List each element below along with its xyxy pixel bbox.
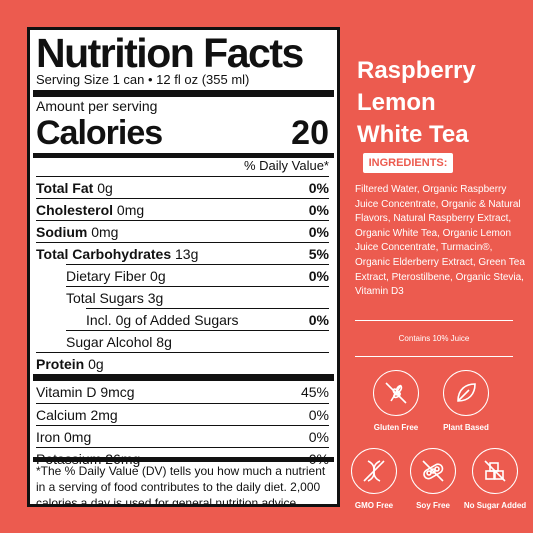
thick-divider [33,90,334,97]
amount-per-serving: Amount per serving [36,98,158,114]
row-sugar-alcohol: Sugar Alcohol 8g [66,330,329,353]
row-iron: Iron 0mg 0% [36,425,329,448]
juice-note: Contains 10% Juice [398,334,470,343]
soy-free-badge [410,448,456,494]
footer-divider [33,457,334,462]
product-name-line-1: Raspberry [357,57,476,84]
product-name-line-3: White Tea [357,121,469,148]
gluten-free-label: Gluten Free [373,423,419,432]
plant-based-label: Plant Based [443,423,489,432]
plant-based-badge [443,370,489,416]
nutrition-facts-panel: Nutrition Facts Serving Size 1 can • 12 … [27,27,340,507]
product-name: Raspberry Lemon White Tea [357,55,527,151]
nutrition-title: Nutrition Facts [36,30,304,76]
dna-crossed-icon [363,460,385,482]
gmo-free-badge [351,448,397,494]
row-sodium: Sodium 0mg 0% [36,220,329,243]
row-dietary-fiber: Dietary Fiber 0g 0% [66,264,329,287]
row-protein: Protein 0g [36,352,329,375]
row-added-sugars: Incl. 0g of Added Sugars 0% [86,308,329,331]
leaf-icon [457,383,476,402]
soy-crossed-icon [422,460,444,482]
daily-value-footnote: *The % Daily Value (DV) tells you how mu… [36,464,326,507]
calories-value: 20 [291,114,329,152]
row-total-fat: Total Fat 0g 0% [36,176,329,199]
row-total-carbohydrates: Total Carbohydrates 13g 5% [36,242,329,265]
row-total-sugars: Total Sugars 3g [66,286,329,309]
juice-divider [355,356,513,357]
soy-free-label: Soy Free [416,501,450,510]
gluten-free-badge [373,370,419,416]
row-vitamin-d: Vitamin D 9mcg 45% [36,384,329,400]
wheat-crossed-icon [385,382,407,404]
no-sugar-added-label: No Sugar Added [463,501,527,510]
serving-size: Serving Size 1 can • 12 fl oz (355 ml) [36,72,250,87]
medium-divider [33,153,334,158]
gmo-free-label: GMO Free [354,501,394,510]
ingredients-divider [355,320,513,321]
product-name-line-2: Lemon [357,89,436,116]
row-cholesterol: Cholesterol 0mg 0% [36,198,329,221]
daily-value-header: % Daily Value* [243,158,329,173]
no-sugar-added-badge [472,448,518,494]
ingredients-label: INGREDIENTS: [363,153,453,173]
row-calcium: Calcium 2mg 0% [36,403,329,426]
thick-divider [33,374,334,381]
sugar-cubes-crossed-icon [484,460,506,482]
ingredients-list: Filtered Water, Organic Raspberry Juice … [355,184,525,298]
calories-label: Calories [36,114,163,152]
